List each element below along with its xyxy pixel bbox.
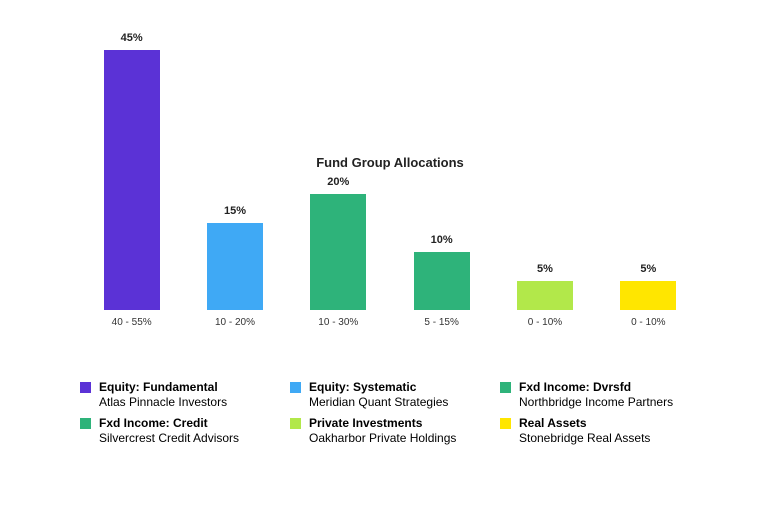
legend-title: Equity: Fundamental	[99, 380, 218, 394]
bar: 20%10 - 30%	[310, 194, 366, 310]
bar-range-label: 0 - 10%	[631, 317, 665, 328]
bar-range-label: 10 - 20%	[215, 317, 255, 328]
bar: 5%0 - 10%	[620, 281, 676, 310]
legend-text: Real AssetsStonebridge Real Assets	[519, 416, 650, 446]
legend-text: Fxd Income: CreditSilvercrest Credit Adv…	[99, 416, 239, 446]
legend-subtitle: Meridian Quant Strategies	[309, 395, 448, 409]
bar-value-label: 5%	[537, 263, 553, 275]
legend-swatch	[500, 418, 511, 429]
bar-group: 5%0 - 10%	[493, 281, 596, 310]
chart-title: Fund Group Allocations	[80, 155, 700, 170]
bar-group: 15%10 - 20%	[183, 223, 286, 310]
bar-group: 10%5 - 15%	[390, 252, 493, 310]
legend-swatch	[80, 418, 91, 429]
legend-item: Equity: FundamentalAtlas Pinnacle Invest…	[80, 380, 270, 410]
bar-value-label: 45%	[121, 32, 143, 44]
legend-item: Equity: SystematicMeridian Quant Strateg…	[290, 380, 480, 410]
bars-area: 45%40 - 55% 15%10 - 20% 20%10 - 30% 10%5 - …	[80, 50, 700, 310]
legend-text: Fxd Income: DvrsfdNorthbridge Income Par…	[519, 380, 673, 410]
legend-swatch	[80, 382, 91, 393]
bar-value-label: 5%	[640, 263, 656, 275]
legend-text: Equity: FundamentalAtlas Pinnacle Invest…	[99, 380, 227, 410]
legend-swatch	[290, 418, 301, 429]
bar-chart: 45%40 - 55%15%10 - 20%20%10 - 30%10%5 - …	[80, 50, 700, 350]
legend-item: Fxd Income: CreditSilvercrest Credit Adv…	[80, 416, 270, 446]
bar-range-label: 40 - 55%	[112, 317, 152, 328]
legend-text: Private InvestmentsOakharbor Private Hol…	[309, 416, 456, 446]
legend: Equity: FundamentalAtlas Pinnacle Invest…	[80, 380, 700, 446]
bar-range-label: 0 - 10%	[528, 317, 562, 328]
legend-subtitle: Oakharbor Private Holdings	[309, 431, 456, 445]
legend-item: Real AssetsStonebridge Real Assets	[500, 416, 690, 446]
bar: 15%10 - 20%	[207, 223, 263, 310]
legend-swatch	[500, 382, 511, 393]
legend-swatch	[290, 382, 301, 393]
bar-value-label: 20%	[327, 176, 349, 188]
bar: 45%40 - 55%	[104, 50, 160, 310]
legend-subtitle: Silvercrest Credit Advisors	[99, 431, 239, 445]
bar-value-label: 15%	[224, 205, 246, 217]
legend-subtitle: Atlas Pinnacle Investors	[99, 395, 227, 409]
legend-item: Fxd Income: DvrsfdNorthbridge Income Par…	[500, 380, 690, 410]
bar-value-label: 10%	[431, 234, 453, 246]
bar-range-label: 5 - 15%	[424, 317, 458, 328]
legend-title: Fxd Income: Credit	[99, 416, 208, 430]
bar: 10%5 - 15%	[414, 252, 470, 310]
legend-title: Fxd Income: Dvrsfd	[519, 380, 631, 394]
legend-subtitle: Stonebridge Real Assets	[519, 431, 650, 445]
legend-text: Equity: SystematicMeridian Quant Strateg…	[309, 380, 448, 410]
legend-title: Private Investments	[309, 416, 422, 430]
bar-group: 45%40 - 55%	[80, 50, 183, 310]
legend-subtitle: Northbridge Income Partners	[519, 395, 673, 409]
bar: 5%0 - 10%	[517, 281, 573, 310]
legend-title: Real Assets	[519, 416, 587, 430]
bar-range-label: 10 - 30%	[318, 317, 358, 328]
bar-group: 5%0 - 10%	[597, 281, 700, 310]
bar-group: 20%10 - 30%	[287, 194, 390, 310]
legend-title: Equity: Systematic	[309, 380, 416, 394]
legend-item: Private InvestmentsOakharbor Private Hol…	[290, 416, 480, 446]
